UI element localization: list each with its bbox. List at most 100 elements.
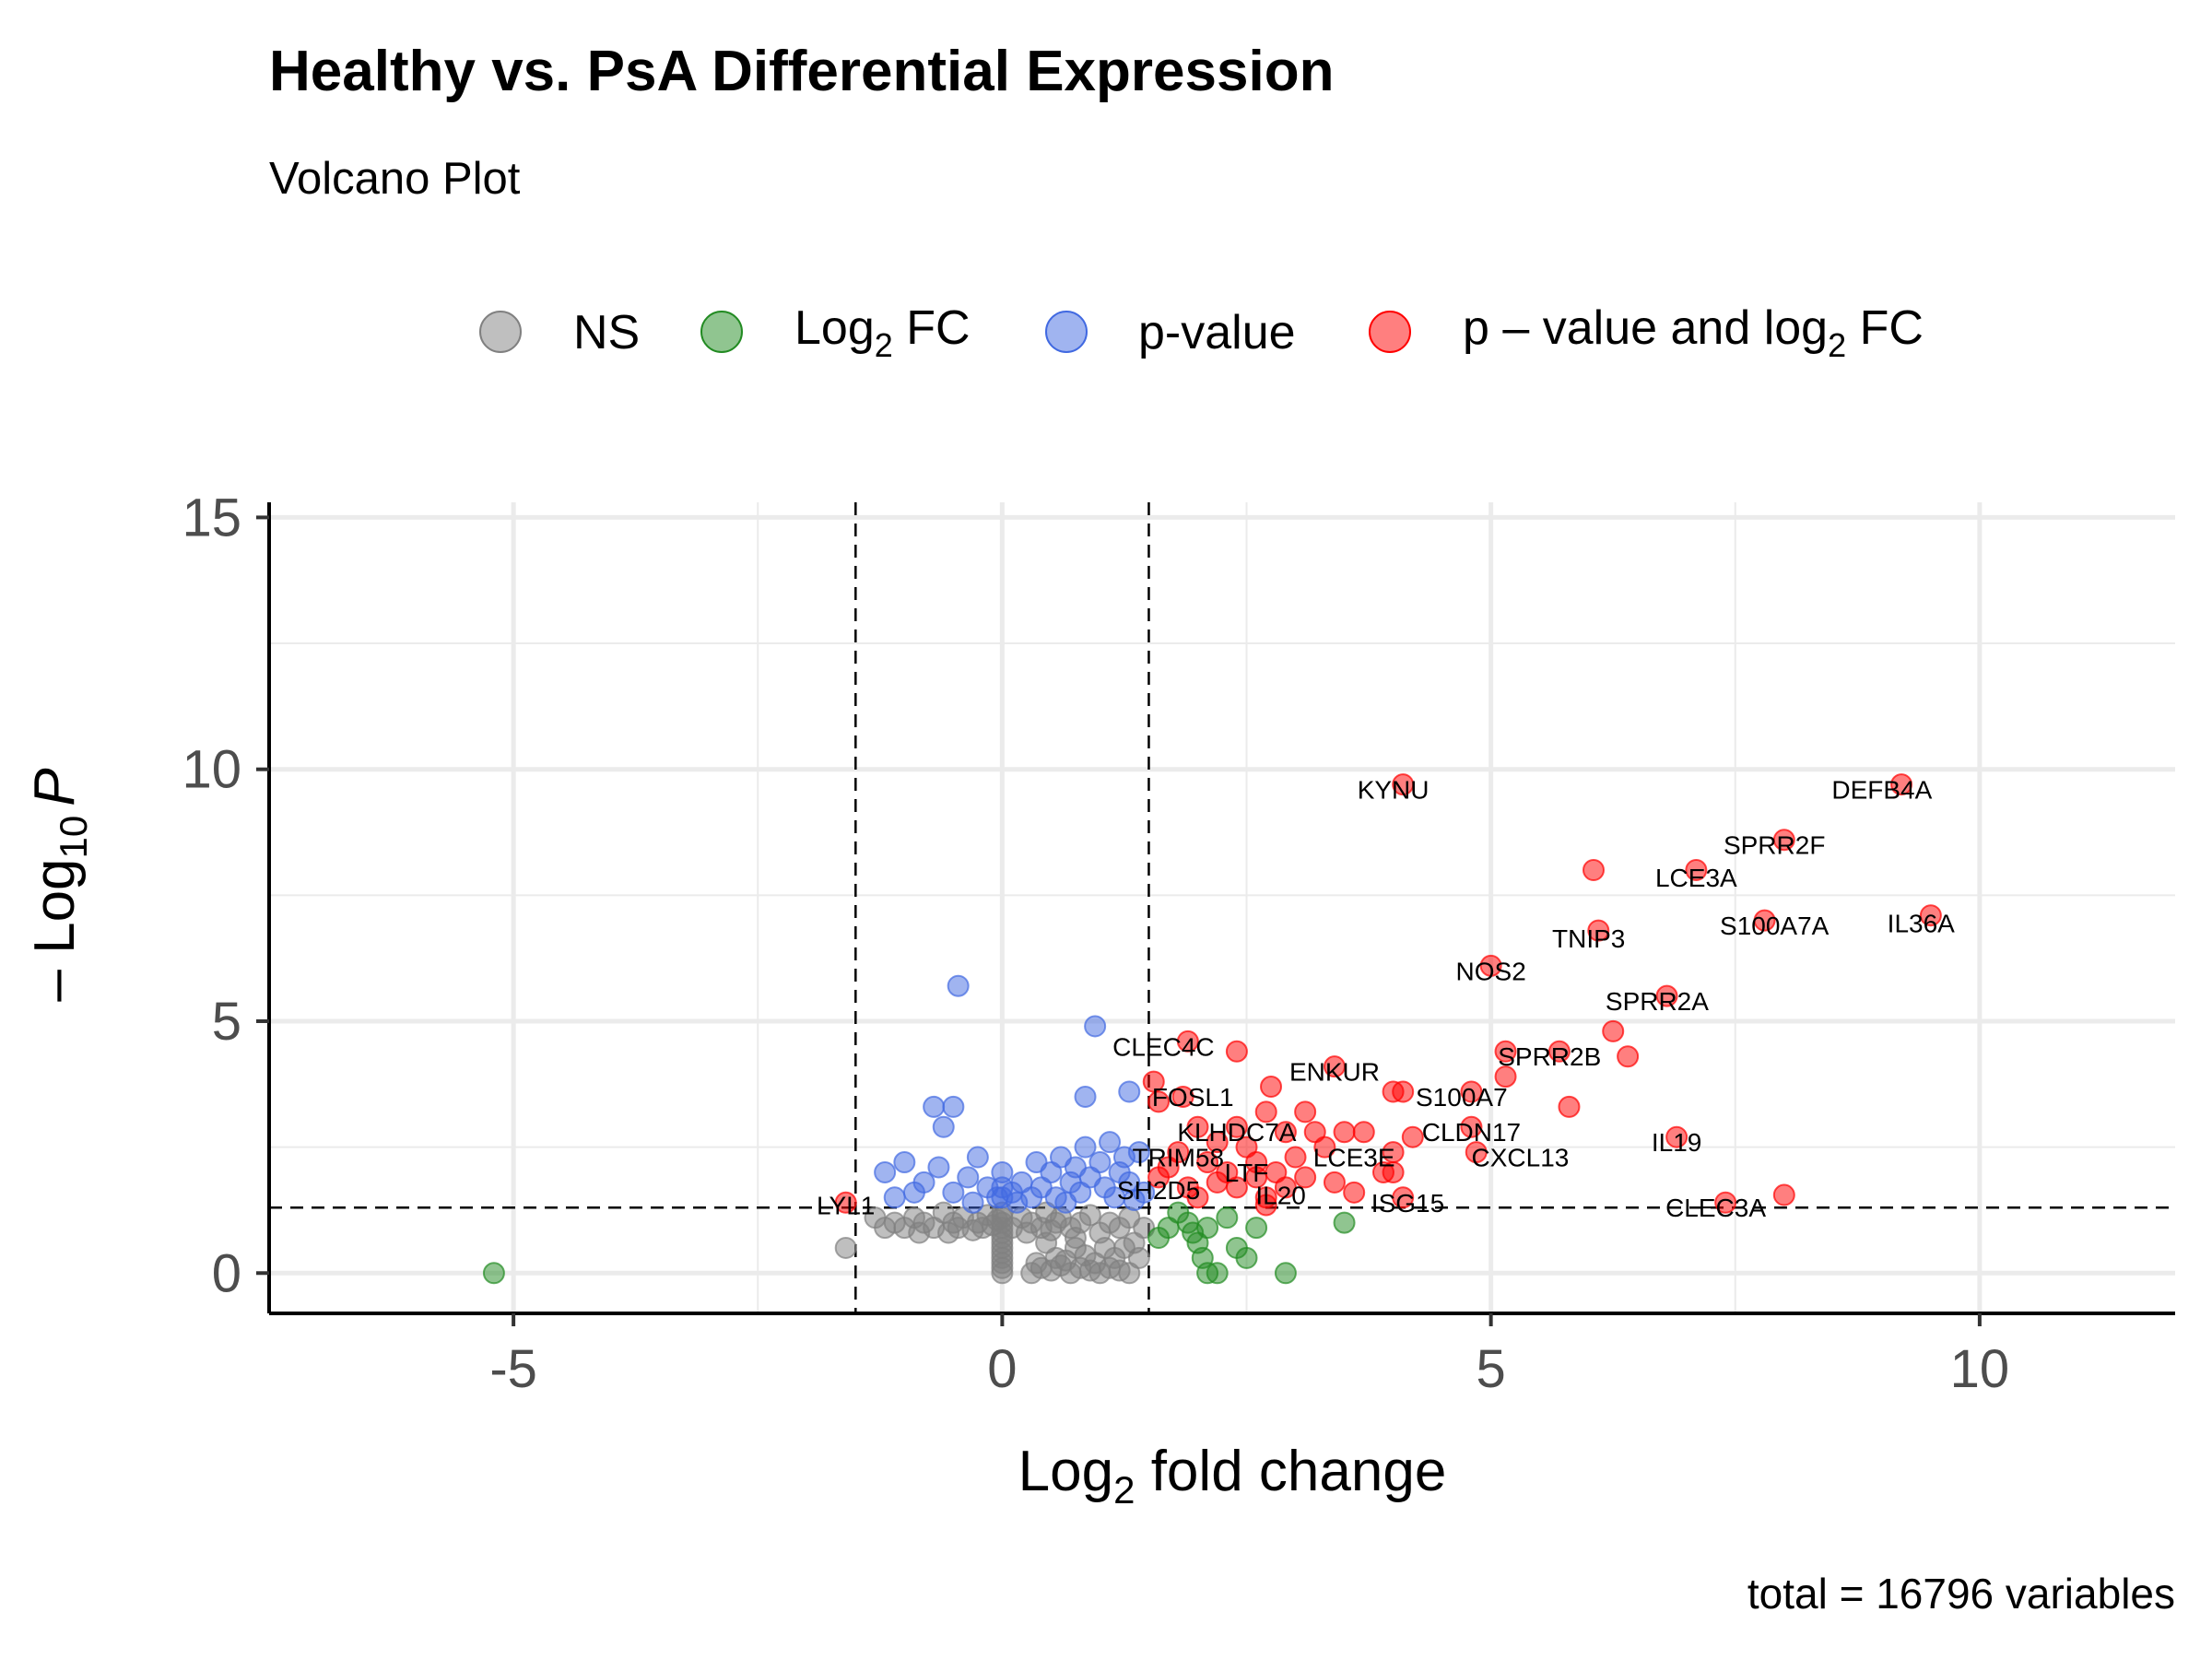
data-points (482, 773, 1942, 1285)
point-fc (1245, 1217, 1268, 1240)
point-both (1587, 919, 1610, 942)
point-fc (1333, 1211, 1356, 1234)
point-both (1772, 1183, 1795, 1206)
point-ns (1064, 1236, 1087, 1259)
point-p (874, 1160, 897, 1183)
gene-label-sh2d5: SH2D5 (1117, 1176, 1200, 1205)
chart-caption: total = 16796 variables (1747, 1570, 2175, 1618)
point-both (1479, 954, 1502, 977)
gene-label-sprr2f: SPRR2F (1724, 831, 1825, 860)
legend-item-pvalue-and-log2fc: p – value and log2 FC (1369, 301, 1924, 364)
point-both (1323, 1055, 1346, 1078)
point-both (1225, 1176, 1248, 1199)
point-both (1602, 1019, 1625, 1042)
point-both (1460, 1080, 1483, 1103)
axes (267, 502, 2175, 1315)
point-p (1074, 1135, 1097, 1159)
point-p (966, 1146, 989, 1169)
x-tick-label: 10 (1950, 1339, 2010, 1399)
x-tick-label: 0 (987, 1339, 1017, 1399)
x-tick-label: 5 (1477, 1339, 1506, 1399)
point-p (957, 1166, 980, 1189)
gene-label-lce3a: LCE3A (1655, 864, 1737, 892)
legend-label-ns: NS (573, 306, 640, 359)
point-p (902, 1181, 925, 1204)
point-both (1890, 773, 1913, 796)
legend-item-log2fc: Log2 FC (700, 301, 971, 364)
point-fc (482, 1262, 505, 1285)
point-p (893, 1151, 916, 1174)
point-both (1254, 1194, 1277, 1217)
legend-key-ns (479, 311, 522, 353)
gene-label-il36a: IL36A (1888, 909, 1955, 937)
x-axis-title: Log2 fold change (1018, 1440, 1447, 1512)
gene-label-defb4a: DEFB4A (1831, 776, 1932, 805)
point-p (923, 1095, 946, 1118)
point-both (1919, 904, 1942, 927)
chart-subtitle: Volcano Plot (269, 154, 521, 204)
y-axis-title: – Log10P (23, 768, 95, 1001)
point-both (1147, 1090, 1171, 1113)
gene-label-klhdc7a: KLHDC7A (1177, 1118, 1296, 1147)
point-p (961, 1191, 984, 1214)
point-ns (1078, 1204, 1101, 1227)
point-both (1392, 1186, 1415, 1209)
point-both (1294, 1166, 1317, 1189)
point-both (1274, 1176, 1297, 1199)
gene-label-lyl1: LYL1 (817, 1191, 875, 1219)
gene-label-trim58: TRIM58 (1132, 1144, 1224, 1172)
point-both (1685, 859, 1708, 882)
point-both (1323, 1171, 1346, 1194)
point-both (1313, 1135, 1336, 1159)
point-both (1558, 1095, 1581, 1118)
point-both (1392, 773, 1415, 796)
gene-label-clec4c: CLEC4C (1112, 1032, 1214, 1061)
point-p (932, 1115, 955, 1138)
point-fc (1196, 1217, 1219, 1240)
gene-label-cldn17: CLDN17 (1422, 1118, 1521, 1147)
point-ns (1118, 1262, 1141, 1285)
point-both (1225, 1115, 1248, 1138)
y-axis-ticks: 0 5 10 15 (182, 488, 269, 1303)
legend-label-log2fc: Log2 FC (794, 301, 971, 364)
point-p (927, 1156, 950, 1179)
gene-label-tnip3: TNIP3 (1552, 924, 1625, 953)
point-ns (1123, 1231, 1146, 1254)
point-both (1460, 1115, 1483, 1138)
legend-key-pvalue-and-log2fc (1369, 311, 1411, 353)
point-p (1127, 1141, 1150, 1164)
point-both (834, 1191, 857, 1214)
point-both (1494, 1065, 1517, 1088)
point-fc (1147, 1227, 1171, 1250)
point-both (1186, 1186, 1209, 1209)
point-both (1655, 984, 1678, 1007)
point-both (1714, 1191, 1737, 1214)
point-both (1206, 1131, 1229, 1154)
point-both (1333, 1121, 1356, 1144)
legend-key-pvalue (1045, 311, 1088, 353)
gene-label-lce3e: LCE3E (1313, 1144, 1395, 1172)
x-tick-label: -5 (489, 1339, 537, 1399)
point-fc (1235, 1246, 1258, 1269)
point-both (1147, 1166, 1171, 1189)
point-p (947, 974, 970, 997)
point-both (1382, 1160, 1405, 1183)
point-both (1465, 1141, 1488, 1164)
gene-label-cxcl13: CXCL13 (1472, 1144, 1570, 1172)
gene-label-s100a7a: S100A7A (1720, 912, 1830, 940)
point-p (1006, 1191, 1029, 1214)
point-p (883, 1186, 906, 1209)
legend-item-ns: NS (479, 306, 640, 359)
point-both (1617, 1045, 1640, 1068)
y-tick-label: 15 (182, 488, 241, 547)
point-ns (1025, 1252, 1048, 1275)
point-both (1582, 859, 1605, 882)
gene-label-s100a7: S100A7 (1416, 1083, 1508, 1112)
point-p (1084, 1015, 1107, 1038)
point-both (1196, 1151, 1219, 1174)
point-p (942, 1095, 965, 1118)
y-tick-label: 10 (182, 740, 241, 800)
point-ns (834, 1236, 857, 1259)
